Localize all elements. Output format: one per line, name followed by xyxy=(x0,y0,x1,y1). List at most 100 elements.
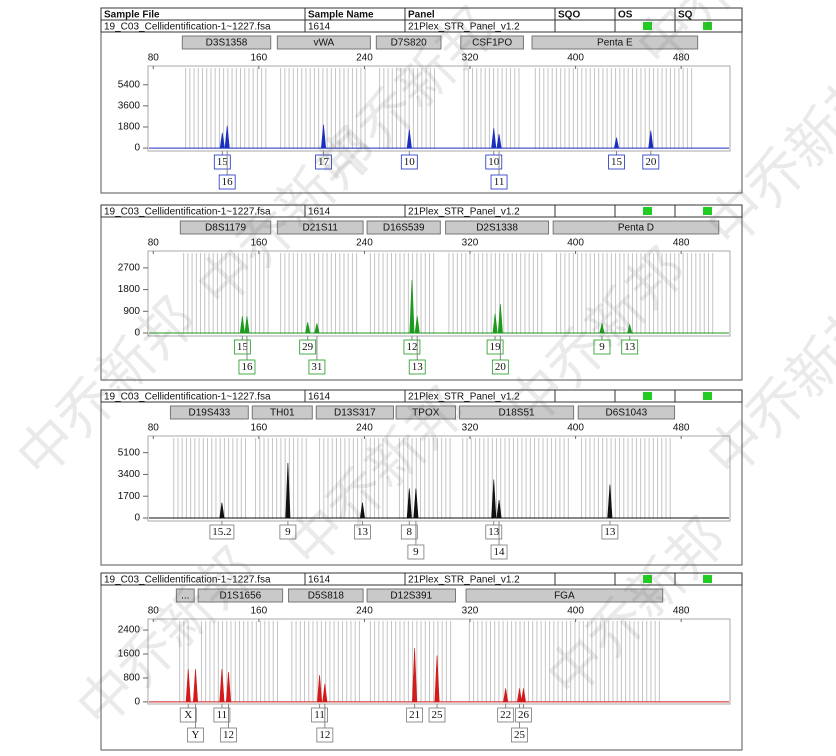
allele-label: 16 xyxy=(241,361,253,373)
panel: 21Plex_STR_Panel_v1.2 xyxy=(408,207,520,218)
marker-name: D8S1179 xyxy=(205,223,246,234)
allele-box xyxy=(407,544,425,560)
allele-box xyxy=(209,524,235,540)
peak xyxy=(314,323,320,334)
y-tick-label: 1600 xyxy=(118,649,141,660)
peak xyxy=(406,129,412,149)
y-tick-label: 3400 xyxy=(118,469,141,480)
x-tick-label: 160 xyxy=(251,238,268,249)
peak xyxy=(225,671,232,703)
plot-area xyxy=(147,618,731,705)
allele-box xyxy=(515,707,532,723)
allele-box xyxy=(315,154,332,170)
sample-name: 1614 xyxy=(308,575,331,586)
sample-file: 19_C03_Cellidentification-1~1227.fsa xyxy=(104,392,271,403)
allele-label: 12 xyxy=(223,729,234,741)
sample-file: 19_C03_Cellidentification-1~1227.fsa xyxy=(104,575,271,586)
x-tick-label: 400 xyxy=(567,238,584,249)
marker-box xyxy=(288,588,364,603)
allele-box xyxy=(179,707,197,723)
peak xyxy=(503,688,509,703)
allele-label: 9 xyxy=(599,341,605,353)
allele-label: 19 xyxy=(490,341,502,353)
panel: 21Plex_STR_Panel_v1.2 xyxy=(408,392,520,403)
x-tick-label: 480 xyxy=(673,423,690,434)
y-tick-label: 2400 xyxy=(118,625,141,636)
marker-name: vWA xyxy=(313,38,334,49)
allele-label: 20 xyxy=(495,361,507,373)
marker-box xyxy=(169,405,249,420)
status-ok xyxy=(703,22,712,30)
allele-label: 21 xyxy=(409,709,420,721)
allele-label: 15 xyxy=(217,156,229,168)
peak xyxy=(497,304,503,334)
peak xyxy=(219,132,225,149)
marker-box xyxy=(366,220,441,235)
allele-box xyxy=(354,524,371,540)
allele-box xyxy=(490,544,508,560)
marker-box xyxy=(445,220,550,235)
marker-box xyxy=(460,35,524,50)
allele-label: X xyxy=(184,709,192,721)
allele-box xyxy=(299,339,317,355)
allele-label: 17 xyxy=(318,156,330,168)
allele-label: 16 xyxy=(222,176,234,188)
marker-box xyxy=(179,220,272,235)
allele-label: 9 xyxy=(285,526,291,538)
peak xyxy=(219,668,225,703)
sample-name: 1614 xyxy=(308,207,331,218)
allele-label: 9 xyxy=(413,546,419,558)
x-tick-label: 320 xyxy=(462,423,479,434)
header-label: Panel xyxy=(408,10,435,21)
allele-box xyxy=(621,339,639,355)
marker-name: D3S1358 xyxy=(206,38,248,49)
plot-area xyxy=(147,435,731,522)
marker-name: D7S820 xyxy=(391,38,428,49)
status-ok xyxy=(703,392,712,400)
allele-box xyxy=(187,727,204,743)
marker-box xyxy=(197,588,284,603)
peak xyxy=(413,488,419,519)
peak xyxy=(406,488,412,519)
x-tick-label: 80 xyxy=(148,238,160,249)
peak xyxy=(185,668,191,703)
peak xyxy=(496,500,502,519)
marker-name: D19S433 xyxy=(189,408,231,419)
allele-box xyxy=(308,359,326,375)
allele-label: 8 xyxy=(407,526,413,538)
x-tick-label: 480 xyxy=(673,238,690,249)
x-tick-label: 480 xyxy=(673,606,690,617)
peak xyxy=(285,462,291,519)
allele-label: 15.2 xyxy=(212,526,231,538)
marker-name: D2S1338 xyxy=(476,223,518,234)
allele-label: Y xyxy=(192,729,200,741)
y-tick-label: 0 xyxy=(134,513,140,524)
marker-name: D1S1656 xyxy=(220,591,262,602)
allele-box xyxy=(485,154,503,170)
marker-box xyxy=(315,405,394,420)
y-tick-label: 1800 xyxy=(118,122,141,133)
peak xyxy=(520,688,527,703)
x-tick-label: 80 xyxy=(148,53,160,64)
peak xyxy=(192,668,199,703)
data-cell xyxy=(554,19,616,33)
x-tick-label: 320 xyxy=(462,238,479,249)
allele-box xyxy=(497,707,515,723)
y-tick-label: 900 xyxy=(123,306,140,317)
allele-label: 22 xyxy=(500,709,511,721)
allele-label: 13 xyxy=(604,526,616,538)
x-tick-label: 240 xyxy=(356,423,373,434)
peak xyxy=(224,125,230,149)
allele-box xyxy=(408,359,426,375)
x-tick-label: 240 xyxy=(356,606,373,617)
x-tick-label: 240 xyxy=(356,238,373,249)
status-ok xyxy=(643,22,652,30)
x-tick-label: 400 xyxy=(567,423,584,434)
header-label: Sample File xyxy=(104,10,160,21)
y-tick-label: 0 xyxy=(134,697,140,708)
peak xyxy=(409,279,415,334)
allele-label: 29 xyxy=(302,341,314,353)
allele-label: 10 xyxy=(404,156,416,168)
marker-box xyxy=(276,35,371,50)
allele-box xyxy=(485,524,503,540)
